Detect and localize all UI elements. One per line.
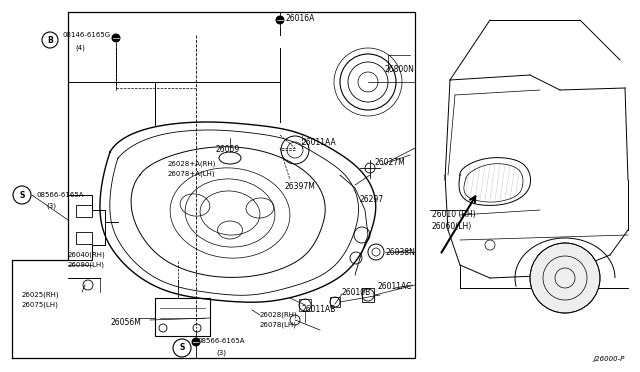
Bar bbox=[299, 299, 311, 311]
Text: 26075(LH): 26075(LH) bbox=[22, 302, 59, 308]
Text: 26059: 26059 bbox=[215, 145, 239, 154]
Text: 26011AA: 26011AA bbox=[302, 138, 337, 147]
Text: 26056M: 26056M bbox=[110, 318, 141, 327]
Text: 26025(RH): 26025(RH) bbox=[22, 292, 60, 298]
Text: 26028+A(RH): 26028+A(RH) bbox=[168, 160, 216, 167]
Text: 26010B: 26010B bbox=[342, 288, 371, 297]
Text: S: S bbox=[179, 343, 185, 353]
Text: 26016A: 26016A bbox=[286, 14, 316, 23]
Text: 26011AB: 26011AB bbox=[302, 305, 337, 314]
Text: (4): (4) bbox=[75, 44, 85, 51]
Text: 26028(RH): 26028(RH) bbox=[260, 312, 298, 318]
Text: 08566-6165A: 08566-6165A bbox=[36, 192, 83, 198]
Text: 26010 (RH): 26010 (RH) bbox=[432, 210, 476, 219]
Text: 26800N: 26800N bbox=[385, 65, 415, 74]
Text: 26297: 26297 bbox=[360, 195, 384, 204]
Text: 26027M: 26027M bbox=[375, 158, 406, 167]
Text: S: S bbox=[19, 190, 25, 199]
Bar bbox=[76, 205, 92, 217]
Circle shape bbox=[276, 16, 284, 24]
Text: 26011AC: 26011AC bbox=[378, 282, 412, 291]
Text: 26397M: 26397M bbox=[285, 182, 316, 191]
Bar bbox=[76, 232, 92, 244]
Text: B: B bbox=[47, 35, 53, 45]
Text: 26078+A(LH): 26078+A(LH) bbox=[168, 170, 216, 176]
Text: (3): (3) bbox=[216, 350, 226, 356]
Text: (3): (3) bbox=[46, 202, 56, 208]
Text: 26040(RH): 26040(RH) bbox=[68, 252, 106, 259]
Bar bbox=[362, 288, 374, 302]
Text: 26090(LH): 26090(LH) bbox=[68, 262, 105, 269]
Circle shape bbox=[192, 338, 200, 346]
Text: 08566-6165A: 08566-6165A bbox=[197, 338, 244, 344]
Text: 08146-6165G: 08146-6165G bbox=[62, 32, 110, 38]
Text: 26038N: 26038N bbox=[386, 248, 416, 257]
Bar bbox=[155, 298, 210, 336]
Bar bbox=[330, 297, 340, 307]
Text: J26000-P: J26000-P bbox=[594, 356, 625, 362]
Circle shape bbox=[530, 243, 600, 313]
Text: 26078(LH): 26078(LH) bbox=[260, 322, 297, 328]
Text: 26060(LH): 26060(LH) bbox=[432, 222, 472, 231]
Circle shape bbox=[112, 34, 120, 42]
